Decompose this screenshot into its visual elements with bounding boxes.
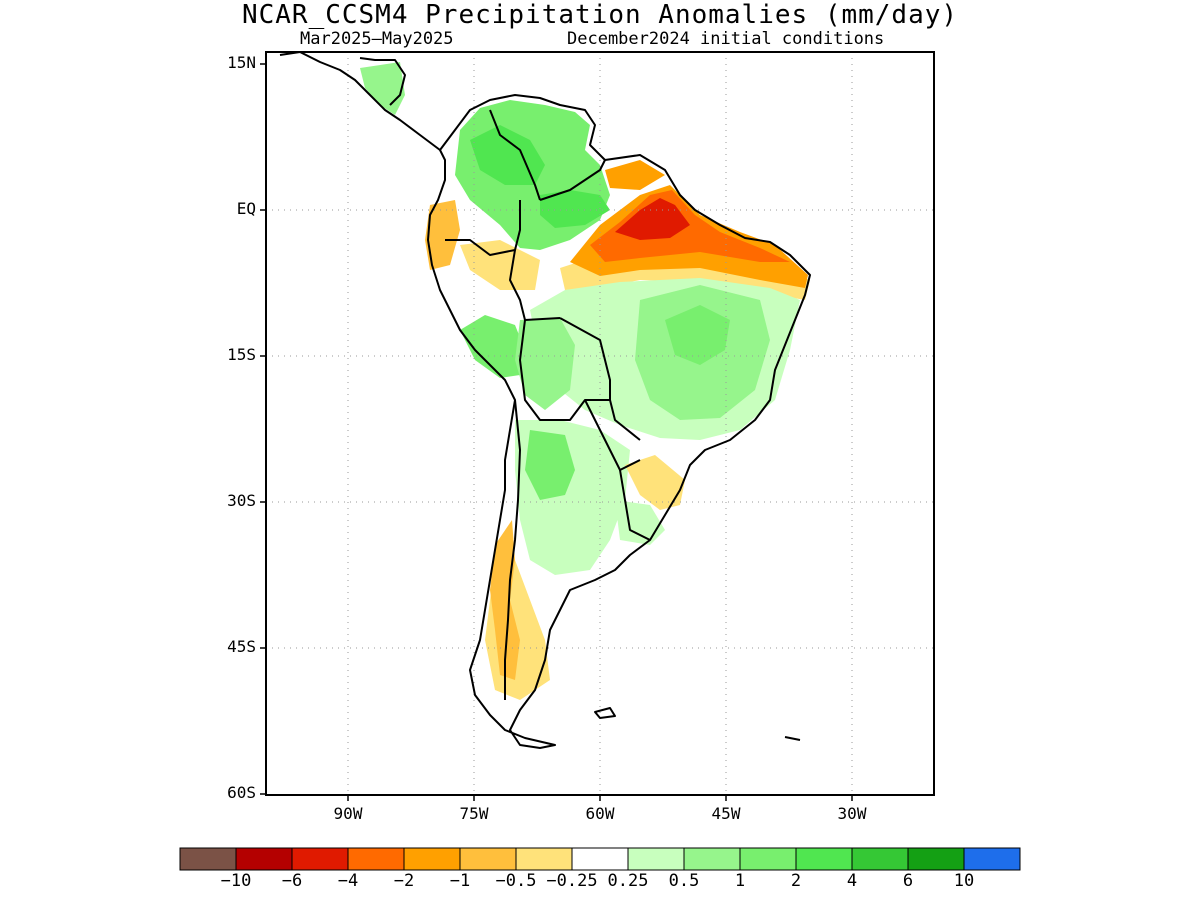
lat-label-30s: 30S [227, 491, 256, 510]
lat-label-15s: 15S [227, 345, 256, 364]
lat-label-45s: 45S [227, 637, 256, 656]
lon-label-90w: 90W [333, 804, 363, 823]
border-paraguay [584, 399, 641, 471]
colorbar-label-5: −0.5 [495, 871, 537, 891]
map-frame [265, 51, 935, 796]
lon-label-30w: 30W [837, 804, 867, 823]
chart-title: NCAR_CCSM4 Precipitation Anomalies (mm/d… [241, 0, 959, 30]
colorbar-swatch-3 [347, 847, 405, 871]
border-brazil-bolivia [559, 317, 611, 400]
anomaly-area-green-north-core [470, 125, 545, 185]
colorbar [179, 847, 1021, 871]
colorbar-swatch-2 [291, 847, 349, 871]
border-argentina-chile [504, 399, 521, 700]
map-gridlines [266, 52, 934, 795]
anomaly-area-green-argentina [525, 430, 575, 500]
subtitle-period: Mar2025—May2025 [300, 29, 454, 49]
colorbar-swatch-11 [795, 847, 853, 871]
coast-falklands [594, 707, 616, 719]
map-ticks [260, 63, 853, 801]
anomaly-area-green-peru [460, 315, 525, 378]
coastline-south-america [427, 94, 811, 749]
lon-label-45w: 45W [711, 804, 741, 823]
colorbar-swatch-8 [627, 847, 685, 871]
colorbar-label-12: 6 [902, 871, 914, 891]
anomaly-area-lightgreen-bolivia [515, 318, 575, 410]
colorbar-swatch-1 [235, 847, 293, 871]
anomaly-field [360, 62, 810, 700]
anomaly-area-darkorange-northeast [590, 190, 790, 262]
coastlines-and-borders [279, 52, 811, 749]
colorbar-label-13: 10 [953, 871, 975, 891]
colorbar-label-4: −1 [449, 871, 471, 891]
border-venezuela-brazil [539, 159, 606, 201]
anomaly-area-green-amazon [540, 190, 610, 228]
border-colombia-venezuela [489, 109, 541, 201]
anomaly-area-orange-guianas [605, 160, 665, 190]
anomaly-area-red-northeast [615, 198, 690, 240]
lat-label-15n: 15N [227, 53, 256, 72]
colorbar-swatch-10 [739, 847, 797, 871]
colorbar-swatch-4 [403, 847, 461, 871]
colorbar-label-1: −6 [281, 871, 303, 891]
anomaly-area-orange-ecuador [425, 200, 460, 270]
coastline-yucatan [359, 57, 406, 106]
colorbar-label-8: 0.5 [668, 871, 700, 891]
colorbar-label-10: 2 [790, 871, 802, 891]
colorbar-label-3: −2 [393, 871, 415, 891]
anomaly-area-yellow-southbrazil [625, 455, 685, 510]
lat-label-60s: 60S [227, 783, 256, 802]
border-argentina-uruguay [619, 469, 651, 541]
lat-label-eq: EQ [236, 199, 256, 218]
border-bolivia [519, 319, 641, 441]
colorbar-label-6: −0.25 [546, 871, 598, 891]
border-peru-brazil [509, 249, 561, 321]
colorbar-label-0: −10 [220, 871, 252, 891]
coast-south-georgia [784, 736, 801, 741]
colorbar-swatch-5 [459, 847, 517, 871]
colorbar-label-7: 0.25 [607, 871, 649, 891]
colorbar-swatch-0 [179, 847, 237, 871]
colorbar-swatch-12 [851, 847, 909, 871]
colorbar-swatch-9 [683, 847, 741, 871]
anomaly-area-yellow-peru [460, 240, 540, 290]
colorbar-label-2: −4 [337, 871, 359, 891]
coastline-central-america [279, 52, 441, 151]
subtitle-initial-conditions: December2024 initial conditions [567, 29, 885, 49]
colorbar-label-11: 4 [846, 871, 858, 891]
colorbar-swatch-6 [515, 847, 573, 871]
colorbar-swatch-7 [571, 847, 629, 871]
border-colombia-peru [445, 200, 521, 256]
colorbar-swatch-14 [963, 847, 1021, 871]
lon-label-60w: 60W [585, 804, 615, 823]
colorbar-swatch-13 [907, 847, 965, 871]
lon-label-75w: 75W [459, 804, 489, 823]
colorbar-label-9: 1 [734, 871, 746, 891]
anomaly-area-green-central-core [665, 305, 730, 365]
